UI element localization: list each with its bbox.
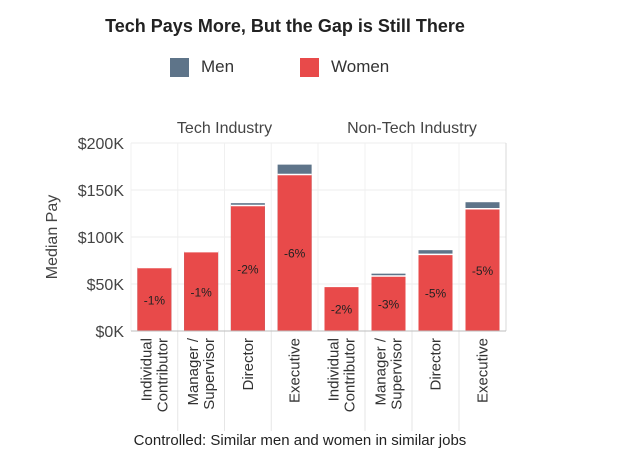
panel-title-0: Tech Industry [177, 120, 272, 137]
x-tick-label-0-1-1: Supervisor [201, 338, 218, 410]
x-tick-label-0-0-1: Contributor [154, 338, 171, 412]
gap-label-1-3: -5% [472, 264, 494, 278]
legend-swatch-men [170, 57, 189, 77]
bar-women-0-2 [230, 205, 265, 331]
legend-label-men: Men [201, 57, 235, 76]
x-tick-label-0-0-0: Individual [138, 338, 155, 401]
gap-label-0-1: -1% [190, 285, 212, 299]
x-tick-label-1-3-0: Executive [475, 338, 492, 403]
x-tick-label-1-2-0: Director [428, 338, 445, 391]
legend-swatch-women [300, 57, 319, 77]
gap-label-0-0: -1% [144, 293, 166, 307]
bar-women-1-0 [324, 286, 359, 331]
bar-women-1-2 [418, 254, 453, 331]
gap-label-0-2: -2% [237, 262, 259, 276]
gap-label-1-0: -2% [331, 303, 353, 317]
bar-women-0-3 [277, 174, 312, 331]
bar-women-1-3 [465, 208, 500, 331]
panel-title-1: Non-Tech Industry [347, 120, 477, 137]
y-tick-label-0: $0K [96, 324, 125, 341]
x-tick-label-0-2-0: Director [240, 338, 257, 391]
bar-women-1-1 [371, 276, 406, 331]
bar-women-0-1 [184, 251, 219, 331]
y-tick-label-4: $200K [78, 136, 125, 153]
x-tick-label-0-3-0: Executive [287, 338, 304, 403]
x-tick-label-1-1-0: Manager / [373, 337, 390, 405]
x-tick-label-1-0-1: Contributor [342, 338, 359, 412]
y-axis-title: Median Pay [44, 195, 61, 280]
legend-item-men: Men [170, 57, 234, 77]
gap-label-1-2: -5% [425, 287, 447, 301]
chart-caption: Controlled: Similar men and women in sim… [133, 432, 467, 449]
gap-label-0-3: -6% [284, 247, 306, 261]
x-tick-label-1-1-1: Supervisor [389, 338, 406, 410]
legend-label-women: Women [331, 57, 390, 76]
y-tick-label-3: $150K [78, 183, 125, 200]
x-tick-label-1-0-0: Individual [326, 338, 343, 401]
y-tick-label-2: $100K [78, 230, 125, 247]
gap-label-1-1: -3% [378, 298, 400, 312]
y-tick-label-1: $50K [87, 277, 125, 294]
bar-women-0-0 [137, 267, 172, 331]
chart-title: Tech Pays More, But the Gap is Still The… [105, 16, 465, 36]
legend-item-women: Women [300, 57, 389, 77]
x-tick-label-0-1-0: Manager / [185, 337, 202, 405]
chart-legend: Men Women [0, 57, 617, 81]
